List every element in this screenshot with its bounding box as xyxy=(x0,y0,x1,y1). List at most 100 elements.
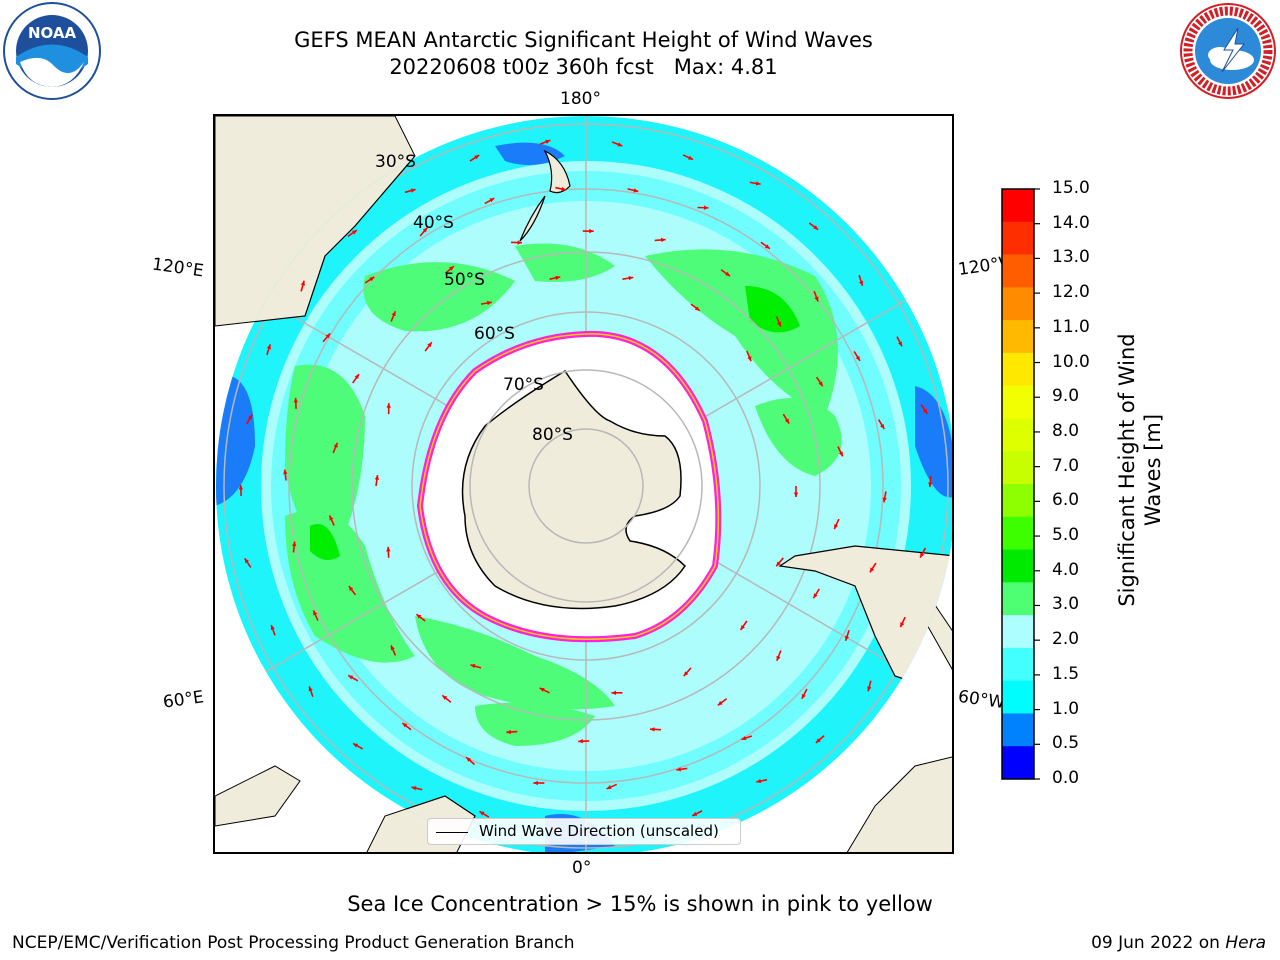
wind-wave-arrow xyxy=(749,181,761,186)
wind-wave-arrow xyxy=(347,674,359,682)
map-frame xyxy=(213,114,954,854)
colorbar-tick-label: 0.5 xyxy=(1052,733,1080,754)
lon-label-120e: 120°E xyxy=(150,254,205,282)
wind-wave-arrow xyxy=(539,687,550,694)
wind-wave-arrow xyxy=(401,722,412,731)
colorbar-label: Significant Height of Wind Waves [m] xyxy=(1115,333,1165,607)
wind-wave-arrow xyxy=(441,694,452,703)
wind-wave-arrow xyxy=(419,227,428,237)
wind-wave-arrow xyxy=(390,645,397,656)
footer-host: Hera xyxy=(1225,933,1266,953)
colorbar-swatch xyxy=(1002,615,1034,649)
wind-wave-arrow xyxy=(882,491,887,503)
colorbar-tick-label: 12.0 xyxy=(1052,282,1090,303)
colorbar-swatch xyxy=(1002,680,1034,714)
sea-ice-caption: Sea Ice Concentration > 15% is shown in … xyxy=(347,892,933,916)
wind-wave-arrow xyxy=(837,446,844,457)
wind-wave-arrow xyxy=(720,269,731,277)
colorbar-tick-label: 1.0 xyxy=(1052,698,1080,719)
colorbar-tick-label: 1.5 xyxy=(1052,663,1080,684)
wind-wave-arrow xyxy=(920,404,928,415)
wind-wave-arrow xyxy=(683,667,692,677)
wind-wave-arrow xyxy=(812,588,820,599)
wind-wave-arrow xyxy=(582,228,594,234)
wind-wave-arrow xyxy=(470,663,482,669)
colorbar-swatch xyxy=(1002,287,1034,321)
wind-wave-arrow xyxy=(484,197,495,205)
wind-wave-arrow xyxy=(853,351,861,362)
wind-wave-arrow xyxy=(390,311,397,322)
wind-wave-arrow xyxy=(808,222,819,231)
footer-date: 09 Jun 2022 on Hera xyxy=(1091,933,1266,953)
wind-wave-arrow xyxy=(654,237,666,243)
wind-wave-arrow xyxy=(776,650,782,662)
chart-subtitle: 20220608 t00z 360h fcst Max: 4.81 xyxy=(389,55,778,79)
colorbar-tick-label: 4.0 xyxy=(1052,559,1080,580)
colorbar-tick-label: 3.0 xyxy=(1052,594,1080,615)
wind-wave-arrow xyxy=(270,624,276,636)
wind-wave-arrow xyxy=(266,344,272,356)
map-legend: Wind Wave Direction (unscaled) xyxy=(427,818,741,845)
lat-label-80s: 80°S xyxy=(532,425,573,445)
wind-wave-arrow xyxy=(815,376,824,387)
wind-wave-arrow xyxy=(690,303,701,312)
lon-label-0: 0° xyxy=(572,858,592,878)
colorbar-tick-label: 10.0 xyxy=(1052,351,1090,372)
wind-wave-arrow xyxy=(896,336,903,347)
colorbar-swatch xyxy=(1002,713,1034,747)
colorbar-swatch xyxy=(1002,484,1034,518)
wind-wave-arrow xyxy=(549,275,561,280)
wind-wave-arrow xyxy=(697,205,709,210)
colorbar xyxy=(1001,188,1040,780)
wind-wave-arrow xyxy=(739,620,748,631)
legend-line-swatch xyxy=(436,832,468,833)
wind-wave-arrow xyxy=(411,786,423,791)
wind-wave-arrow xyxy=(919,547,927,559)
wind-wave-arrow xyxy=(308,686,314,698)
wind-wave-arrow xyxy=(801,688,808,700)
colorbar-tick-label: 6.0 xyxy=(1052,490,1080,511)
wind-wave-arrow xyxy=(793,486,799,497)
wind-wave-arrow xyxy=(415,613,426,622)
wind-wave-arrow xyxy=(328,515,335,526)
lat-label-40s: 40°S xyxy=(413,213,454,233)
wind-wave-arrow xyxy=(312,610,319,621)
wind-wave-arrow xyxy=(928,475,933,488)
wind-wave-arrow xyxy=(352,373,360,384)
wind-wave-arrow xyxy=(611,690,623,695)
colorbar-swatch xyxy=(1002,549,1034,583)
noaa-logo-text: NOAA xyxy=(28,24,77,42)
footer-date-text: 09 Jun 2022 on xyxy=(1091,933,1226,953)
wind-wave-arrow xyxy=(833,518,840,530)
wind-wave-arrow xyxy=(444,265,455,274)
wind-wave-arrow xyxy=(682,154,694,161)
colorbar-tick-label: 15.0 xyxy=(1052,178,1090,198)
colorbar-swatch xyxy=(1002,320,1034,354)
wind-wave-arrow xyxy=(533,780,545,786)
colorbar-tick-label: 13.0 xyxy=(1052,247,1090,268)
colorbar-tick-label: 7.0 xyxy=(1052,455,1080,476)
wind-wave-arrow xyxy=(539,139,551,145)
wind-wave-arrow xyxy=(741,735,753,741)
footer-producer: NCEP/EMC/Verification Post Processing Pr… xyxy=(12,933,575,953)
lat-label-60s: 60°S xyxy=(474,324,515,344)
wind-wave-arrow xyxy=(374,474,380,487)
wind-wave-arrow xyxy=(649,727,662,732)
colorbar-swatch xyxy=(1002,647,1034,682)
colorbar-tick-label: 14.0 xyxy=(1052,212,1090,233)
lon-label-180: 180° xyxy=(560,89,601,109)
wind-wave-arrow xyxy=(293,397,298,409)
wind-wave-arrow xyxy=(813,290,819,302)
wind-wave-arrow xyxy=(815,735,825,744)
wind-wave-arrow xyxy=(867,680,872,692)
wind-wave-arrow xyxy=(364,276,375,284)
wind-wave-arrow xyxy=(844,630,850,641)
colorbar-tick-label: 9.0 xyxy=(1052,386,1080,407)
wind-wave-arrow xyxy=(555,186,567,192)
wind-wave-arrow xyxy=(283,469,288,481)
colorbar-swatch xyxy=(1002,516,1034,551)
wind-wave-arrow xyxy=(480,300,492,306)
wind-wave-arrow xyxy=(606,783,618,790)
colorbar-swatch xyxy=(1002,221,1034,256)
colorbar-swatch xyxy=(1002,385,1034,419)
